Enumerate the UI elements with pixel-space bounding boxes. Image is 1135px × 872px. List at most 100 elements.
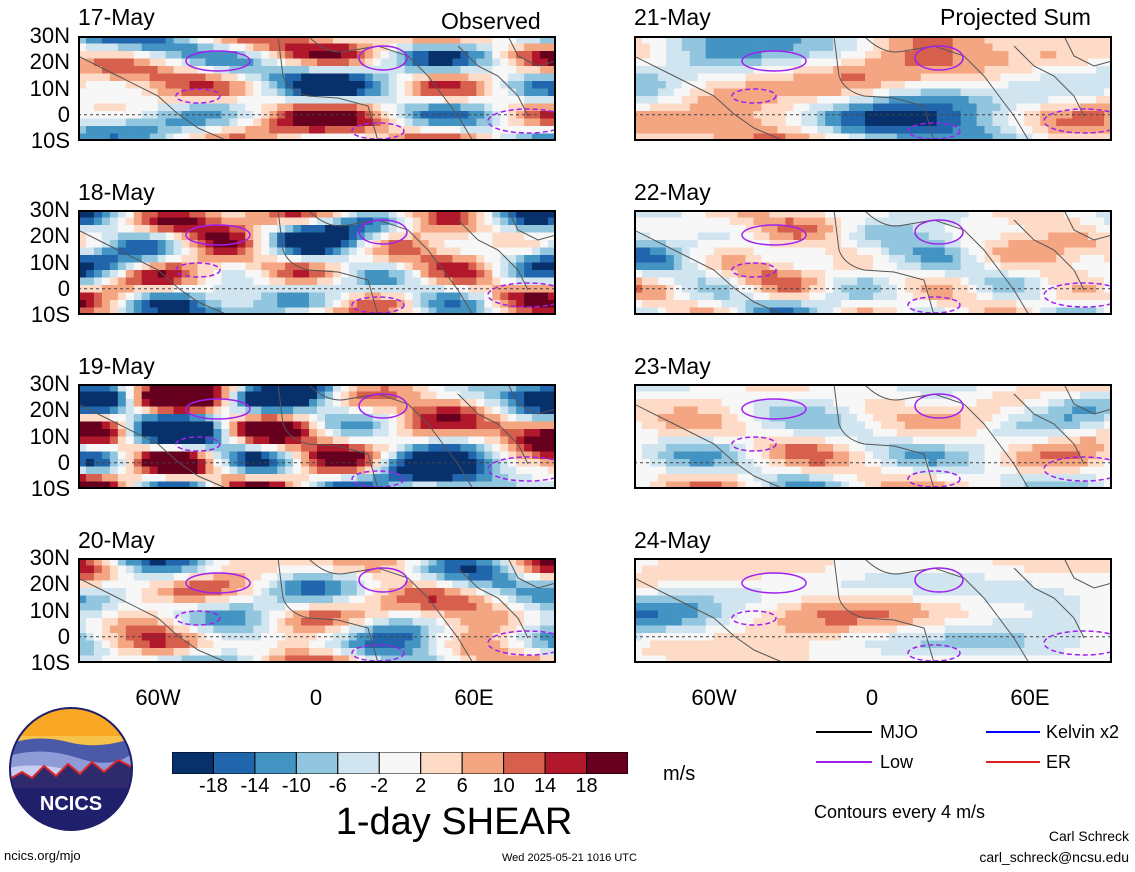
heatmap-cell [641, 73, 651, 82]
heatmap-cell [125, 126, 135, 135]
heatmap-cell [101, 270, 111, 279]
heatmap-cell [412, 126, 422, 135]
heatmap-cell [285, 270, 294, 279]
heatmap-cell [1088, 43, 1097, 52]
heatmap-cell [117, 66, 127, 75]
heatmap-cell [181, 421, 191, 430]
heatmap-cell [484, 217, 493, 226]
heatmap-cell [101, 300, 111, 309]
heatmap-cell [468, 481, 477, 489]
heatmap-cell [189, 466, 199, 475]
heatmap-cell [157, 399, 167, 408]
heatmap-cell [205, 133, 215, 141]
heatmap-cell [317, 262, 326, 271]
heatmap-cell [1016, 36, 1025, 45]
heatmap-cell [785, 133, 794, 141]
heatmap-cell [117, 277, 127, 286]
heatmap-cell [793, 217, 802, 226]
heatmap-cell [356, 217, 366, 226]
heatmap-cell [237, 406, 246, 415]
heatmap-cell [205, 247, 215, 256]
heatmap-cell [364, 58, 374, 67]
heatmap-cell [540, 210, 549, 219]
heatmap-cell [769, 225, 778, 234]
heatmap-cell [968, 210, 978, 219]
heatmap-cell [1056, 210, 1065, 219]
heatmap-cell [157, 300, 167, 309]
heatmap-cell [532, 225, 541, 234]
heatmap-cell [372, 58, 382, 67]
heatmap-cell [189, 217, 199, 226]
heatmap-cell [713, 111, 723, 120]
heatmap-cell [332, 603, 342, 612]
heatmap-cell [801, 255, 810, 264]
heatmap-cell [173, 444, 183, 453]
heatmap-cell [641, 240, 651, 249]
heatmap-cell [125, 292, 135, 301]
heatmap-cell [149, 133, 159, 141]
heatmap-cell [213, 292, 222, 301]
heatmap-cell [904, 240, 914, 249]
heatmap-cell [1072, 111, 1081, 120]
heatmap-cell [380, 217, 390, 226]
heatmap-cell [460, 36, 469, 45]
heatmap-cell [484, 88, 493, 97]
heatmap-cell [1072, 285, 1081, 294]
heatmap-cell [189, 262, 199, 271]
heatmap-cell [125, 603, 135, 612]
heatmap-cell [301, 240, 310, 249]
heatmap-cell [500, 292, 509, 301]
heatmap-cell [317, 618, 326, 627]
heatmap-cell [141, 58, 151, 67]
heatmap-cell [524, 277, 533, 286]
heatmap-cell [713, 255, 723, 264]
heatmap-cell [253, 285, 262, 294]
heatmap-cell [524, 210, 533, 219]
heatmap-cell [484, 595, 493, 604]
heatmap-cell [309, 58, 318, 67]
heatmap-cell [237, 481, 246, 489]
heatmap-cell [896, 292, 906, 301]
heatmap-cell [1096, 262, 1105, 271]
heatmap-cell [205, 474, 215, 483]
heatmap-cell [532, 384, 541, 393]
heatmap-cell [165, 421, 175, 430]
heatmap-cell [141, 414, 151, 423]
heatmap-cell [277, 474, 286, 483]
heatmap-cell [93, 81, 103, 90]
heatmap-cell [245, 466, 254, 475]
heatmap-cell [109, 399, 119, 408]
heatmap-cell [880, 255, 890, 264]
heatmap-cell [149, 292, 159, 301]
heatmap-cell [532, 270, 541, 279]
heatmap-cell [912, 81, 922, 90]
heatmap-cell [857, 217, 866, 226]
heatmap-cell [492, 414, 501, 423]
heatmap-cell [372, 111, 382, 120]
heatmap-cell [404, 595, 414, 604]
heatmap-cell [277, 285, 286, 294]
heatmap-cell [269, 210, 278, 219]
heatmap-cell [1080, 217, 1089, 226]
heatmap-cell [372, 429, 382, 438]
heatmap-cell [309, 648, 318, 657]
heatmap-cell [865, 210, 874, 219]
heatmap-cell [348, 240, 358, 249]
heatmap-cell [157, 126, 167, 135]
heatmap-cell [673, 232, 683, 241]
heatmap-cell [109, 66, 119, 75]
heatmap-cell [912, 270, 922, 279]
heatmap-cell [285, 399, 294, 408]
heatmap-cell [833, 217, 842, 226]
heatmap-cell [285, 610, 294, 619]
heatmap-cell [1000, 240, 1010, 249]
heatmap-cell [1080, 96, 1089, 105]
heatmap-cell [317, 255, 326, 264]
heatmap-cell [641, 36, 651, 45]
heatmap-cell [356, 270, 366, 279]
heatmap-cell [396, 580, 406, 589]
heatmap-cell [173, 225, 183, 234]
heatmap-cell [356, 618, 366, 627]
heatmap-cell [301, 96, 310, 105]
heatmap-cell [1048, 262, 1057, 271]
